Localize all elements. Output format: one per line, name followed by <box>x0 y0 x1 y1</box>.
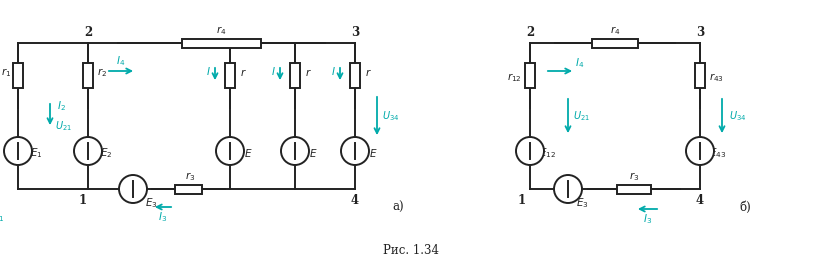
Text: $E$: $E$ <box>309 147 317 159</box>
Text: $U_{21}$: $U_{21}$ <box>55 119 72 133</box>
Text: $I$: $I$ <box>330 65 335 77</box>
Bar <box>83 63 93 88</box>
Circle shape <box>4 137 32 165</box>
Text: $r$: $r$ <box>239 68 247 79</box>
Text: $E_{43}$: $E_{43}$ <box>709 146 727 160</box>
Text: $E_2$: $E_2$ <box>99 146 112 160</box>
Text: $E$: $E$ <box>369 147 377 159</box>
Text: $E_1$: $E_1$ <box>30 146 42 160</box>
Text: 1: 1 <box>518 193 526 206</box>
Bar <box>525 63 535 88</box>
Text: $E_{12}$: $E_{12}$ <box>539 146 556 160</box>
Text: $I_3$: $I_3$ <box>159 210 168 224</box>
Bar <box>616 185 652 193</box>
Text: 2: 2 <box>526 27 534 39</box>
Bar <box>174 185 202 193</box>
Text: $r_{43}$: $r_{43}$ <box>709 72 723 84</box>
Text: $U_{34}$: $U_{34}$ <box>382 109 399 123</box>
Text: $r_2$: $r_2$ <box>97 67 107 79</box>
Text: $E_3$: $E_3$ <box>575 196 589 210</box>
Text: $I_2$: $I_2$ <box>57 99 66 113</box>
Bar <box>225 63 235 88</box>
Text: $I_3$: $I_3$ <box>644 212 653 226</box>
Bar <box>695 63 705 88</box>
Text: Рис. 1.34: Рис. 1.34 <box>383 244 439 257</box>
Text: $U_{34}$: $U_{34}$ <box>729 109 746 123</box>
Text: $r$: $r$ <box>305 68 312 79</box>
Text: $r_3$: $r_3$ <box>185 171 195 183</box>
Text: $E$: $E$ <box>244 147 252 159</box>
Text: $r_1$: $r_1$ <box>1 67 12 79</box>
Text: $I$: $I$ <box>270 65 275 77</box>
Bar <box>592 39 638 48</box>
Text: $r_{12}$: $r_{12}$ <box>506 72 521 84</box>
Text: $r_4$: $r_4$ <box>216 25 227 37</box>
Circle shape <box>216 137 244 165</box>
Text: $I$: $I$ <box>206 65 210 77</box>
Text: 2: 2 <box>84 27 92 39</box>
Bar <box>290 63 300 88</box>
Text: $r_3$: $r_3$ <box>629 171 640 183</box>
Text: $I_4$: $I_4$ <box>117 54 126 68</box>
Text: $U_{21}$: $U_{21}$ <box>574 109 590 123</box>
Circle shape <box>74 137 102 165</box>
Bar <box>13 63 23 88</box>
Text: $I_1$: $I_1$ <box>0 210 5 224</box>
Bar <box>350 63 360 88</box>
Circle shape <box>119 175 147 203</box>
Text: 4: 4 <box>351 193 359 206</box>
Text: $r_4$: $r_4$ <box>610 25 621 37</box>
Circle shape <box>686 137 714 165</box>
Bar <box>182 39 261 48</box>
Circle shape <box>281 137 309 165</box>
Circle shape <box>516 137 544 165</box>
Text: 3: 3 <box>351 27 359 39</box>
Circle shape <box>554 175 582 203</box>
Text: а): а) <box>392 200 404 213</box>
Text: б): б) <box>739 200 750 213</box>
Text: $I_4$: $I_4$ <box>575 56 584 70</box>
Text: $r$: $r$ <box>365 68 372 79</box>
Text: 3: 3 <box>696 27 704 39</box>
Text: $E_3$: $E_3$ <box>145 196 157 210</box>
Text: 4: 4 <box>696 193 704 206</box>
Text: 1: 1 <box>79 193 87 206</box>
Circle shape <box>341 137 369 165</box>
